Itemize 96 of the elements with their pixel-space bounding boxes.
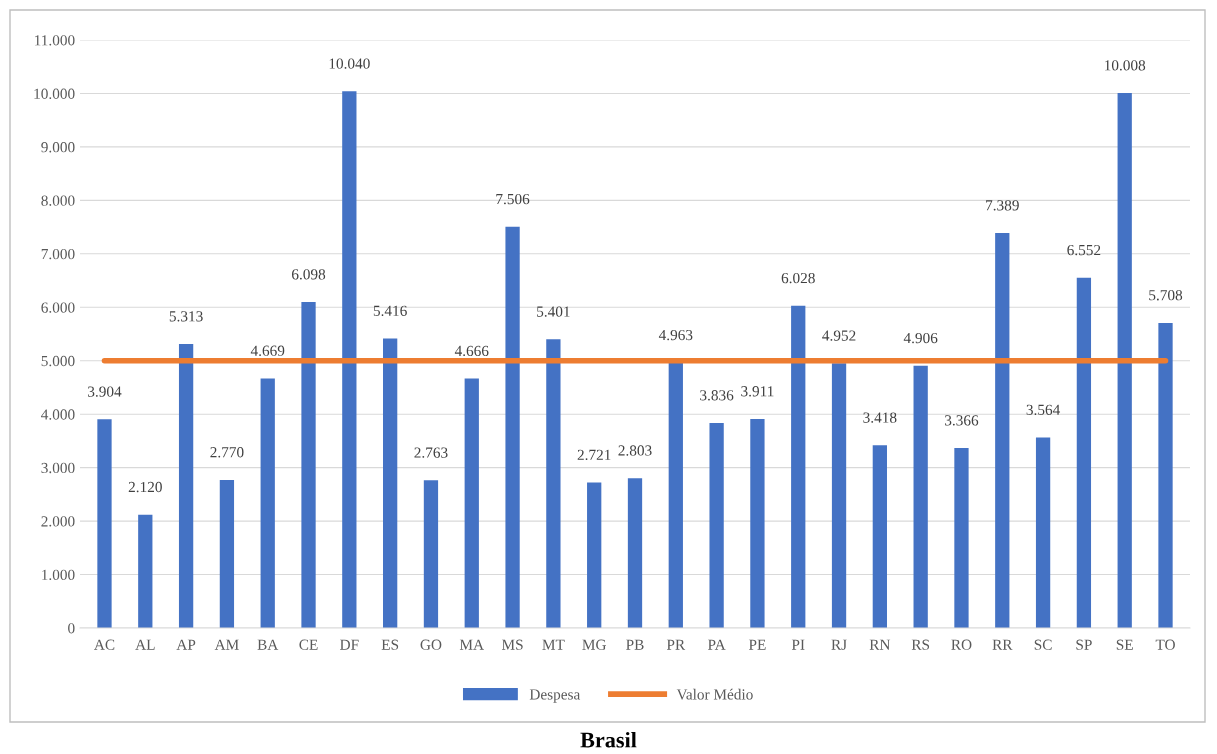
bar xyxy=(913,365,928,628)
data-label: 6.098 xyxy=(292,269,326,280)
data-label: 3.564 xyxy=(1026,404,1061,416)
x-tick-label: RN xyxy=(869,639,891,650)
bar xyxy=(423,480,439,628)
data-label: 3.418 xyxy=(863,412,897,423)
x-tick-label: GO xyxy=(420,639,442,650)
y-tick-label: 6.000 xyxy=(41,302,75,313)
data-label: 4.666 xyxy=(454,345,489,357)
bar xyxy=(301,302,316,628)
bar xyxy=(178,344,194,628)
bar xyxy=(587,482,602,628)
bar xyxy=(750,418,765,628)
x-tick-label: MT xyxy=(542,639,565,650)
data-label: 2.763 xyxy=(414,447,448,458)
x-tick-label: MA xyxy=(459,639,484,650)
data-label: 2.770 xyxy=(210,447,244,458)
x-tick-label: ES xyxy=(381,639,399,650)
bar xyxy=(546,339,561,628)
x-tick-label: MG xyxy=(582,639,607,650)
bar xyxy=(464,378,479,628)
y-tick-label: 11.000 xyxy=(35,35,75,46)
bar xyxy=(709,422,724,628)
bar xyxy=(627,478,643,628)
legend-label: Valor Médio xyxy=(676,688,753,700)
data-label: 4.963 xyxy=(658,329,693,341)
data-label: 10.008 xyxy=(1105,60,1146,71)
y-tick-label: 4.000 xyxy=(41,409,75,420)
y-tick-label: 5.000 xyxy=(41,355,75,367)
bar xyxy=(1158,322,1173,628)
x-tick-label: AP xyxy=(176,639,196,650)
bar xyxy=(505,226,520,628)
x-tick-label: RR xyxy=(992,639,1013,650)
data-label: 5.313 xyxy=(169,311,203,322)
x-tick-label: RJ xyxy=(831,639,847,650)
x-tick-label: PE xyxy=(748,639,766,650)
data-label: 2.120 xyxy=(128,481,162,493)
data-label: 5.416 xyxy=(373,305,407,317)
y-tick-label: 7.000 xyxy=(41,248,75,260)
data-label: 4.906 xyxy=(903,332,938,344)
bar xyxy=(954,448,969,628)
y-tick-label: 0 xyxy=(68,623,75,634)
x-tick-label: SC xyxy=(1034,639,1052,650)
bar xyxy=(1117,93,1132,628)
x-tick-label: PA xyxy=(707,639,726,650)
y-tick-label: 1.000 xyxy=(42,569,75,581)
bar xyxy=(1076,277,1092,628)
bar xyxy=(138,514,153,628)
data-label: 3.836 xyxy=(700,390,734,401)
y-tick-label: 3.000 xyxy=(41,462,75,474)
x-tick-label: SE xyxy=(1116,639,1133,650)
x-tick-label: DF xyxy=(340,639,359,650)
y-tick-label: 2.000 xyxy=(41,516,75,527)
legend-label: Despesa xyxy=(529,689,581,703)
x-tick-label: MS xyxy=(501,639,523,650)
data-label: 4.952 xyxy=(822,330,856,341)
y-tick-label: 10.000 xyxy=(34,88,75,99)
bar xyxy=(260,378,275,628)
x-tick-label: RO xyxy=(951,639,972,650)
bar xyxy=(97,419,112,628)
bar xyxy=(668,362,683,628)
data-label: 6.028 xyxy=(781,272,815,284)
x-tick-label: PB xyxy=(626,639,644,650)
x-tick-label: RS xyxy=(911,639,930,650)
bar xyxy=(219,479,235,628)
x-tick-label: TO xyxy=(1155,639,1175,650)
bar xyxy=(1035,437,1051,628)
text: Brasil xyxy=(580,731,637,748)
data-label: 4.669 xyxy=(250,345,285,356)
bar xyxy=(342,91,357,628)
data-label: 3.904 xyxy=(88,386,122,397)
bar xyxy=(791,305,806,628)
y-tick-label: 9.000 xyxy=(41,142,75,153)
y-tick-label: 8.000 xyxy=(41,195,75,206)
bar xyxy=(872,445,887,628)
x-tick-label: AC xyxy=(94,639,115,650)
data-label: 3.911 xyxy=(741,386,774,397)
bar xyxy=(831,363,847,628)
data-label: 2.721 xyxy=(577,449,611,461)
data-label: 10.040 xyxy=(329,58,370,69)
data-label: 5.401 xyxy=(537,306,570,317)
data-label: 5.708 xyxy=(1149,290,1183,301)
x-tick-label: AL xyxy=(135,639,155,650)
data-label: 3.366 xyxy=(945,415,979,426)
data-label: 2.803 xyxy=(618,445,652,456)
bar xyxy=(383,338,398,628)
data-label: 6.552 xyxy=(1067,244,1101,256)
x-tick-label: AM xyxy=(214,639,239,650)
x-tick-label: CE xyxy=(299,639,318,650)
bar xyxy=(995,233,1010,628)
x-tick-label: SP xyxy=(1076,639,1092,650)
data-label: 7.389 xyxy=(986,200,1019,211)
x-tick-label: PI xyxy=(791,639,805,650)
x-tick-label: PR xyxy=(666,639,686,650)
data-label: 7.506 xyxy=(496,193,530,205)
x-tick-label: BA xyxy=(257,639,279,650)
